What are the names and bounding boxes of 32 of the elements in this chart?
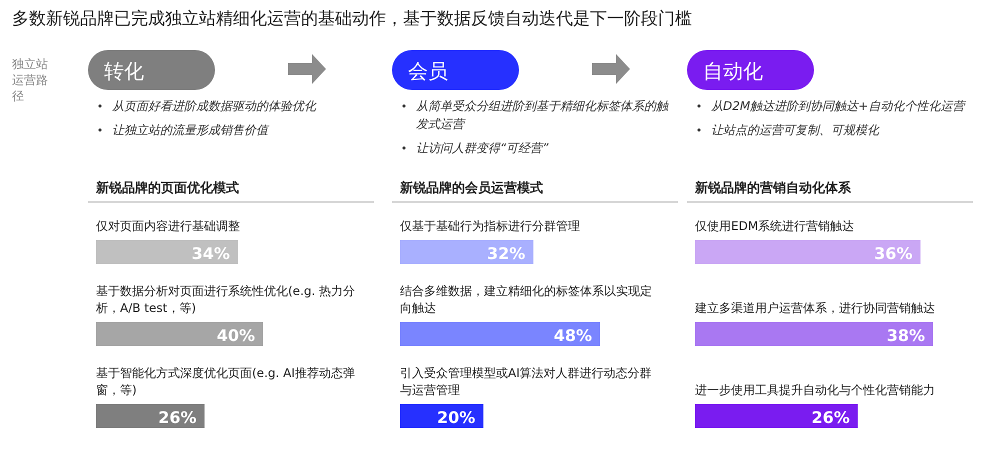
y-tick-label: 进一步使用工具提升自动化与个性化营销能力 bbox=[695, 383, 935, 397]
text: 让独立站的流量形成销售价值 bbox=[112, 123, 270, 137]
text: 从页面好看进阶成数据驱动的体验优化 bbox=[112, 99, 317, 113]
y-tick-label: 基于数据分析对页面进行系统性优化(e.g. 热力分析，A/B test，等) bbox=[95, 284, 356, 315]
data-label: 20% bbox=[437, 408, 476, 427]
data-label: 40% bbox=[216, 326, 255, 345]
data-label: 26% bbox=[812, 408, 850, 427]
data-label: 34% bbox=[192, 244, 230, 263]
text: 会员 bbox=[408, 59, 448, 83]
data-label: 38% bbox=[886, 326, 925, 345]
y-tick-label: 建立多渠道用户运营体系，进行协同营销触达 bbox=[694, 301, 935, 315]
text: 自动化 bbox=[703, 59, 763, 83]
chart-title: 新锐品牌的营销自动化体系 bbox=[694, 180, 852, 196]
y-tick-label: 结合多维数据，建立精细化的标签体系以实现定向触达 bbox=[400, 284, 652, 315]
data-label: 48% bbox=[554, 326, 592, 345]
y-tick-label: 引入受众管理模型或AI算法对人群进行动态分群与运营管理 bbox=[400, 366, 652, 397]
text: 独立站运营路径 bbox=[12, 57, 48, 103]
text: 让访问人群变得“可经营” bbox=[416, 141, 550, 155]
data-label: 26% bbox=[158, 408, 197, 427]
text: 转化 bbox=[104, 59, 144, 83]
data-label: 36% bbox=[874, 244, 912, 263]
chart-title: 新锐品牌的页面优化模式 bbox=[95, 180, 239, 196]
y-tick-label: 仅使用EDM系统进行营销触达 bbox=[695, 219, 854, 233]
text: 多数新锐品牌已完成独立站精细化运营的基础动作，基于数据反馈自动迭代是下一阶段门槛 bbox=[12, 9, 692, 29]
chart-title: 新锐品牌的会员运营模式 bbox=[399, 180, 543, 196]
text: 从简单受众分组进阶到基于精细化标签体系的触发式运营 bbox=[416, 99, 669, 131]
text: 从D2M触达进阶到协同触达+自动化个性化运营 bbox=[711, 99, 966, 113]
y-tick-label: 仅基于基础行为指标进行分群管理 bbox=[400, 219, 580, 233]
y-tick-label: 仅对页面内容进行基础调整 bbox=[96, 219, 240, 233]
data-label: 32% bbox=[487, 244, 526, 263]
text: 让站点的运营可复制、可规模化 bbox=[711, 123, 880, 137]
y-tick-label: 基于智能化方式深度优化页面(e.g. AI推荐动态弹窗，等) bbox=[96, 366, 355, 397]
